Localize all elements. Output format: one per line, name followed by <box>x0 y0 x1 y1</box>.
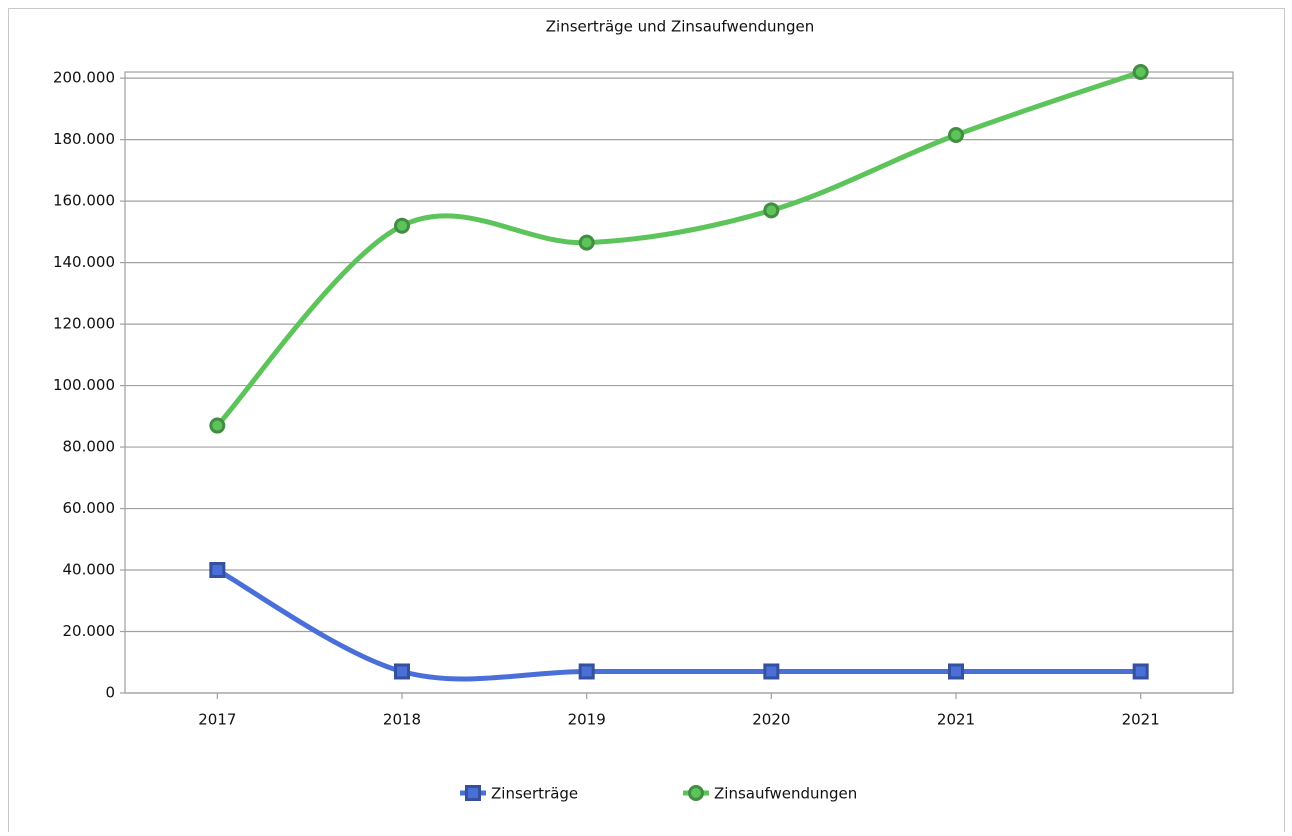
legend-label: Zinsaufwendungen <box>714 785 857 803</box>
data-point <box>209 562 226 579</box>
data-point <box>394 663 410 680</box>
data-point <box>578 234 595 251</box>
data-point <box>209 417 226 434</box>
y-tick-label: 40.000 <box>63 561 116 579</box>
y-tick-label: 20.000 <box>63 622 116 640</box>
data-point <box>1132 64 1149 80</box>
chart-frame <box>8 8 1285 836</box>
y-tick-label: 60.000 <box>63 499 116 517</box>
legend-marker <box>688 785 704 801</box>
data-point <box>578 663 595 680</box>
x-tick-label: 2021 <box>937 711 975 729</box>
y-tick-label: 0 <box>105 684 115 702</box>
data-point <box>948 663 964 680</box>
y-tick-label: 80.000 <box>63 438 116 456</box>
x-tick-label: 2017 <box>198 711 236 729</box>
y-tick-label: 180.000 <box>53 130 115 148</box>
series-line <box>215 69 1142 428</box>
x-tick-label: 2021 <box>1122 711 1160 729</box>
data-point <box>763 202 780 219</box>
y-tick-label: 120.000 <box>53 315 115 333</box>
data-point <box>948 127 964 144</box>
y-tick-label: 140.000 <box>53 253 115 271</box>
y-tick-label: 160.000 <box>53 192 115 210</box>
x-tick-label: 2018 <box>383 711 421 729</box>
x-tick-label: 2020 <box>752 711 790 729</box>
data-point <box>394 217 410 234</box>
legend-marker <box>465 785 481 801</box>
legend-label: Zinserträge <box>491 785 578 803</box>
data-point <box>763 663 780 680</box>
chart-title: Zinserträge und Zinsaufwendungen <box>546 18 815 36</box>
y-tick-label: 100.000 <box>53 376 115 394</box>
x-tick-label: 2019 <box>568 711 606 729</box>
series-line <box>216 567 1141 682</box>
y-tick-label: 200.000 <box>53 69 115 87</box>
data-point <box>1132 663 1149 680</box>
